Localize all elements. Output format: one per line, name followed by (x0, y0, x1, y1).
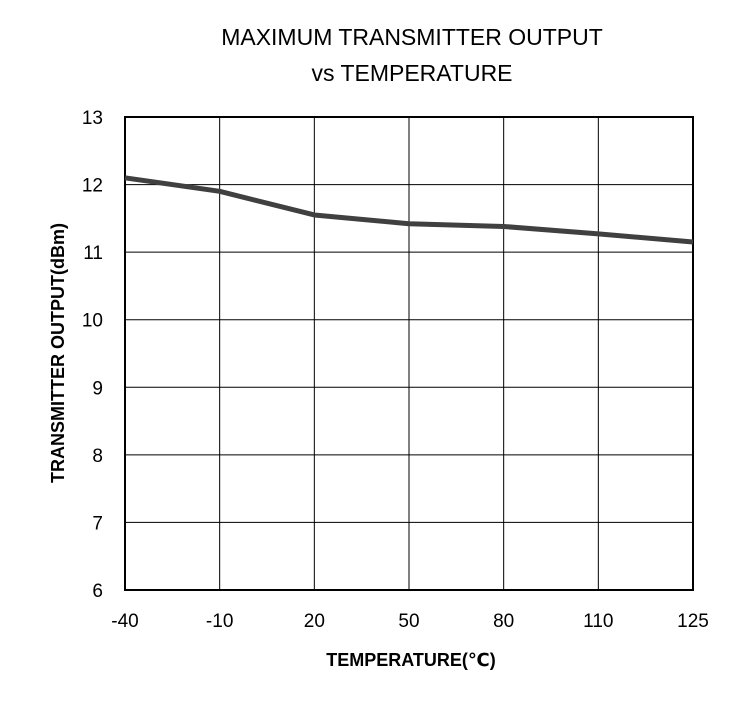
y-tick-label: 7 (92, 513, 103, 534)
chart-title: MAXIMUM TRANSMITTER OUTPUT (221, 24, 603, 50)
y-tick-labels: 13 12 11 10 9 8 7 6 (82, 108, 103, 602)
series-line (124, 175, 694, 245)
x-tick-label: 80 (493, 611, 514, 632)
x-tick-labels: -40 -10 20 50 80 110 125 (111, 611, 709, 632)
y-tick-label: 9 (92, 378, 103, 399)
chart-subtitle: vs TEMPERATURE (311, 60, 512, 86)
x-tick-label: 20 (304, 611, 325, 632)
y-tick-label: 6 (92, 581, 103, 602)
y-tick-label: 8 (92, 446, 103, 467)
y-tick-label: 12 (82, 176, 103, 197)
x-tick-label: -40 (111, 611, 138, 632)
x-tick-label: 125 (677, 611, 709, 632)
x-tick-label: -10 (206, 611, 233, 632)
x-tick-label: 50 (398, 611, 419, 632)
y-tick-label: 13 (82, 108, 103, 129)
x-tick-label: 110 (583, 611, 613, 632)
y-axis-label: TRANSMITTER OUTPUT(dBm) (48, 223, 68, 483)
x-axis-label: TEMPERATURE(℃) (326, 650, 495, 670)
plot-frame (124, 116, 694, 591)
grid (125, 117, 693, 590)
y-tick-label: 11 (83, 243, 103, 264)
y-tick-label: 10 (82, 311, 103, 332)
series-layer (124, 175, 694, 245)
